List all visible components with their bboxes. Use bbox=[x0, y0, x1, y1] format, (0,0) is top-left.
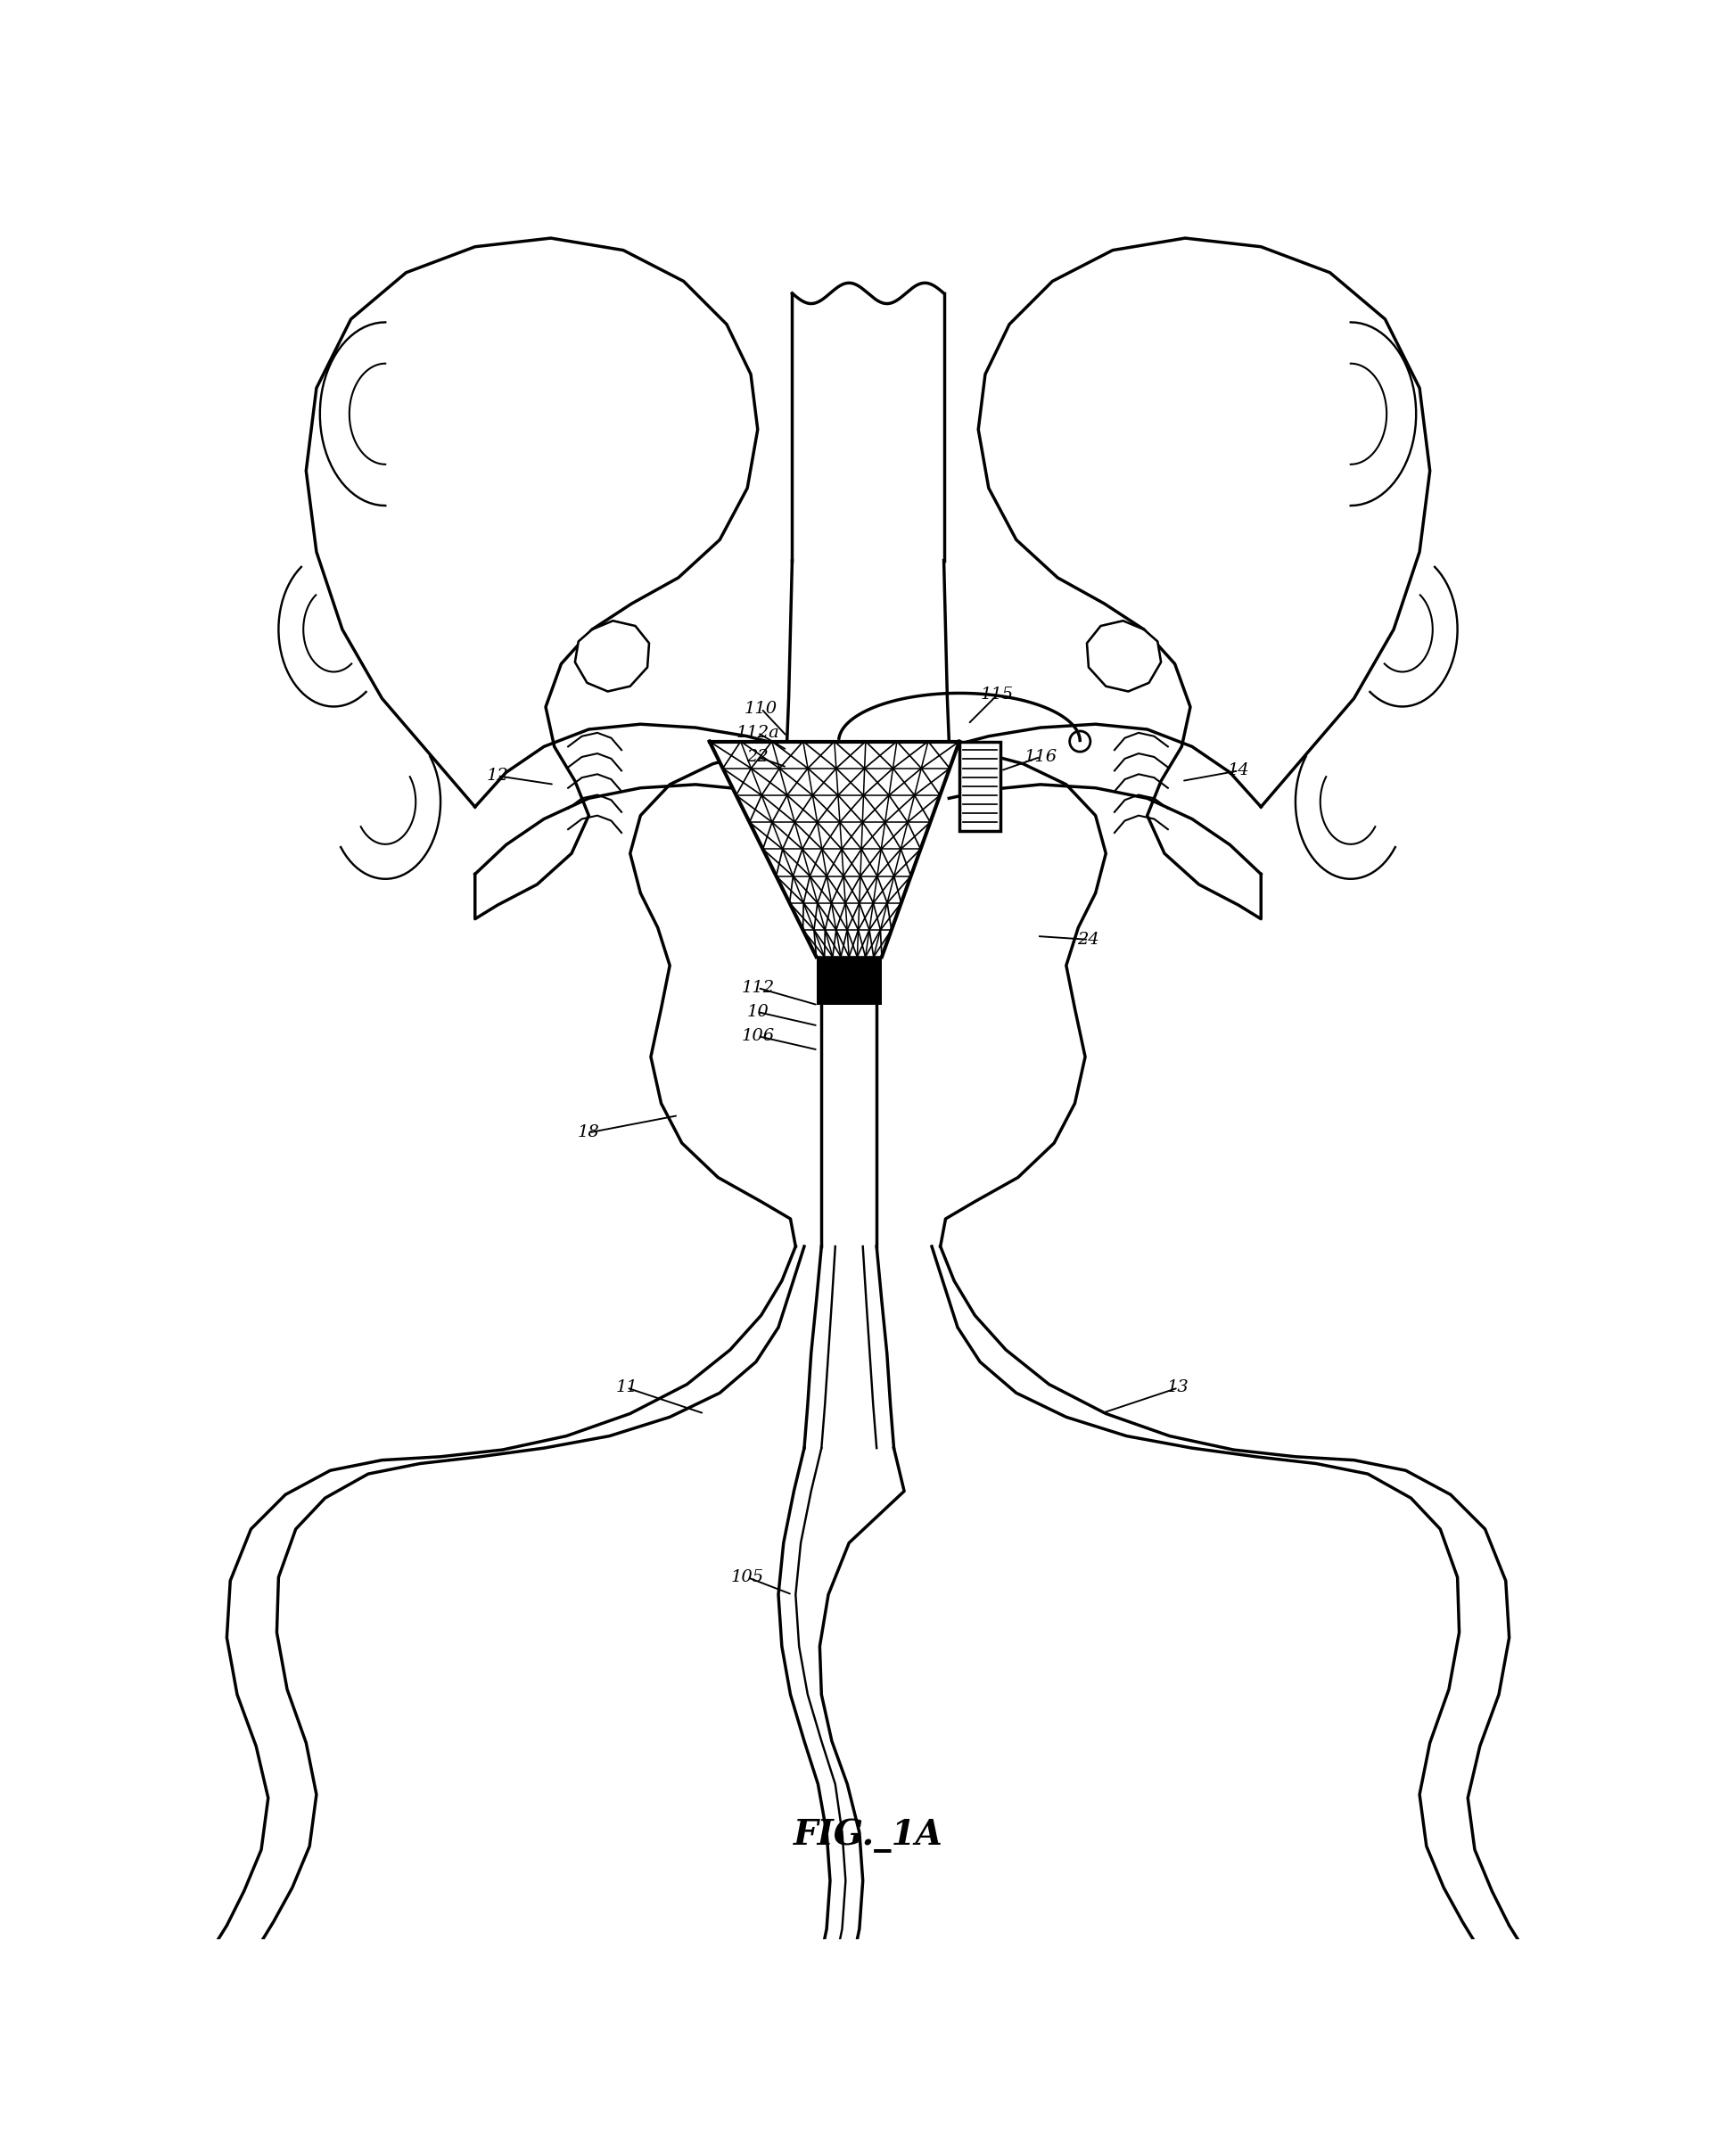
Text: 110: 110 bbox=[745, 700, 778, 718]
Text: 22: 22 bbox=[746, 750, 769, 765]
Polygon shape bbox=[710, 741, 960, 957]
Text: 18: 18 bbox=[578, 1125, 601, 1140]
Bar bbox=[807, 2004, 873, 2021]
Text: 112: 112 bbox=[741, 981, 774, 996]
Bar bbox=[960, 741, 1000, 832]
Polygon shape bbox=[1087, 621, 1161, 692]
Text: 14: 14 bbox=[1227, 763, 1250, 778]
Text: 106: 106 bbox=[741, 1028, 774, 1045]
Text: 112a: 112a bbox=[736, 724, 779, 741]
Text: 12: 12 bbox=[486, 767, 509, 784]
Polygon shape bbox=[575, 621, 649, 692]
Text: 11: 11 bbox=[616, 1379, 637, 1396]
Text: 105: 105 bbox=[731, 1569, 764, 1586]
Text: 24: 24 bbox=[1078, 931, 1099, 948]
Bar bbox=[807, 2028, 873, 2045]
Text: 10: 10 bbox=[746, 1004, 769, 1019]
Bar bbox=[816, 957, 882, 1004]
Text: 116: 116 bbox=[1024, 750, 1057, 765]
Text: FIG._1A: FIG._1A bbox=[793, 1819, 943, 1853]
Polygon shape bbox=[821, 1004, 877, 1246]
Text: 115: 115 bbox=[981, 687, 1014, 703]
Text: 13: 13 bbox=[1167, 1379, 1189, 1396]
Polygon shape bbox=[979, 237, 1430, 918]
Polygon shape bbox=[306, 237, 757, 918]
